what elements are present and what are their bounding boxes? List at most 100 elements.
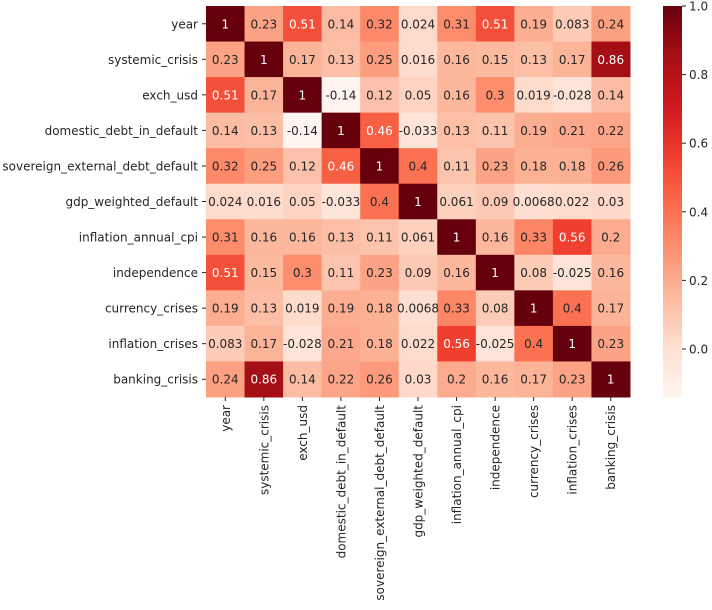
colorbar-tick-label: 0.4	[689, 205, 708, 219]
heatmap-cell	[244, 77, 284, 114]
cell-value-label: 1	[568, 337, 576, 351]
cell-value-label: 0.16	[443, 88, 470, 102]
cell-value-label: 0.03	[597, 195, 624, 209]
cell-value-label: 0.024	[401, 17, 435, 31]
heatmap-cell	[552, 254, 592, 291]
heatmap-cell	[514, 148, 554, 185]
heatmap-cell	[360, 290, 400, 327]
heatmap-cell	[552, 361, 592, 398]
heatmap-cell	[591, 148, 631, 185]
heatmap-cell	[437, 325, 477, 362]
cell-value-label: 0.14	[328, 17, 355, 31]
cell-value-label: 0.18	[520, 159, 547, 173]
x-tick-label: year	[219, 405, 233, 432]
heatmap-cell	[244, 148, 284, 185]
cell-value-label: 0.15	[482, 53, 509, 67]
heatmap-cell	[591, 290, 631, 327]
heatmap-cell	[321, 361, 361, 398]
cell-value-label: 0.51	[212, 266, 239, 280]
heatmap-cell	[552, 6, 592, 43]
heatmap-cell	[514, 254, 554, 291]
heatmap-cell	[514, 219, 554, 256]
heatmap-cell	[552, 112, 592, 149]
heatmap-cell	[244, 112, 284, 149]
cell-value-label: 0.17	[597, 302, 624, 316]
cell-value-label: 0.21	[328, 337, 355, 351]
cell-value-label: 0.16	[443, 266, 470, 280]
heatmap-cell	[360, 148, 400, 185]
cell-value-label: 0.0068	[513, 195, 555, 209]
cell-value-label: 0.15	[250, 266, 277, 280]
y-tick-label: inflation_crises	[108, 337, 198, 351]
heatmap-cell	[283, 41, 323, 78]
heatmap-cell	[591, 254, 631, 291]
x-tick-label: inflation_crises	[566, 405, 580, 495]
colorbar-tick-label: 0.8	[689, 68, 708, 82]
heatmap-cell	[321, 6, 361, 43]
heatmap-cell	[321, 325, 361, 362]
heatmap-cell	[398, 290, 438, 327]
cell-value-label: 0.31	[443, 17, 470, 31]
heatmap-cell	[552, 183, 592, 220]
colorbar-tick-label: 0.2	[689, 274, 708, 288]
heatmap-cell	[321, 290, 361, 327]
heatmap-cell	[283, 219, 323, 256]
x-axis-tick-labels: year systemic_crisis exch_usd domestic_debt…	[219, 397, 618, 601]
heatmap-cell	[206, 361, 246, 398]
cell-value-label: 0.56	[559, 231, 586, 245]
heatmap-cell	[475, 361, 515, 398]
heatmap-cell	[591, 77, 631, 114]
x-tick-label: inflation_annual_cpi	[450, 405, 464, 524]
cell-value-label: 0.13	[328, 53, 355, 67]
heatmap-cell	[206, 112, 246, 149]
heatmap-cell	[514, 325, 554, 362]
y-tick-label: inflation_annual_cpi	[79, 231, 198, 245]
heatmap-cell	[244, 361, 284, 398]
colorbar-tick-label: 0.0	[689, 342, 708, 356]
heatmap-cell	[206, 325, 246, 362]
heatmap-cell	[475, 290, 515, 327]
heatmap-cell	[206, 290, 246, 327]
colorbar-tick-label: 1.0	[689, 0, 708, 14]
cell-value-label: 0.16	[597, 266, 624, 280]
cell-value-label: 0.4	[408, 159, 427, 173]
cell-value-label: 0.05	[289, 195, 316, 209]
heatmap-cell	[437, 183, 477, 220]
cell-value-label: -0.14	[287, 124, 318, 138]
cell-value-label: 0.12	[366, 88, 393, 102]
heatmap-cell	[206, 148, 246, 185]
cell-value-label: 0.25	[366, 53, 393, 67]
heatmap-cell	[321, 254, 361, 291]
heatmap-cell	[552, 290, 592, 327]
cell-value-label: 0.4	[370, 195, 389, 209]
cell-value-label: 0.083	[208, 337, 242, 351]
heatmap-cell	[283, 361, 323, 398]
cell-value-label: 1	[337, 124, 345, 138]
heatmap-cell	[552, 325, 592, 362]
y-tick-label: gdp_weighted_default	[65, 195, 198, 209]
cell-value-label: -0.028	[283, 337, 322, 351]
cell-value-label: 0.23	[559, 373, 586, 387]
heatmap-cell	[475, 112, 515, 149]
cell-value-label: 0.18	[366, 302, 393, 316]
x-tick-label: gdp_weighted_default	[412, 405, 426, 538]
heatmap-cell	[283, 6, 323, 43]
heatmap-cell	[283, 254, 323, 291]
heatmap-cell	[244, 6, 284, 43]
cell-value-label: 0.016	[401, 53, 435, 67]
heatmap-cell	[514, 112, 554, 149]
heatmap-cell	[437, 254, 477, 291]
cell-value-label: 0.86	[250, 373, 277, 387]
cell-value-label: 0.56	[443, 337, 470, 351]
heatmap-cell	[475, 183, 515, 220]
cell-value-label: 0.11	[443, 159, 470, 173]
cell-value-label: 1	[414, 195, 422, 209]
cell-value-label: 0.13	[250, 302, 277, 316]
cell-value-label: 0.016	[247, 195, 281, 209]
heatmap-cell	[398, 254, 438, 291]
heatmap-cell	[591, 112, 631, 149]
cell-value-label: 0.33	[520, 231, 547, 245]
colorbar-gradient	[663, 6, 682, 397]
cell-value-label: 1	[260, 53, 268, 67]
